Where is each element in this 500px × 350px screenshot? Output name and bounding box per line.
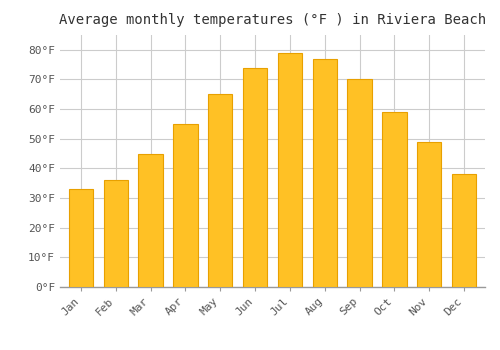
Bar — [104, 180, 128, 287]
Bar — [68, 189, 93, 287]
Bar — [243, 68, 268, 287]
Bar — [382, 112, 406, 287]
Bar — [417, 142, 442, 287]
Bar — [452, 174, 476, 287]
Bar — [278, 53, 302, 287]
Bar — [138, 154, 163, 287]
Bar — [208, 94, 233, 287]
Bar — [173, 124, 198, 287]
Bar — [348, 79, 372, 287]
Bar — [312, 59, 337, 287]
Title: Average monthly temperatures (°F ) in Riviera Beach: Average monthly temperatures (°F ) in Ri… — [59, 13, 486, 27]
